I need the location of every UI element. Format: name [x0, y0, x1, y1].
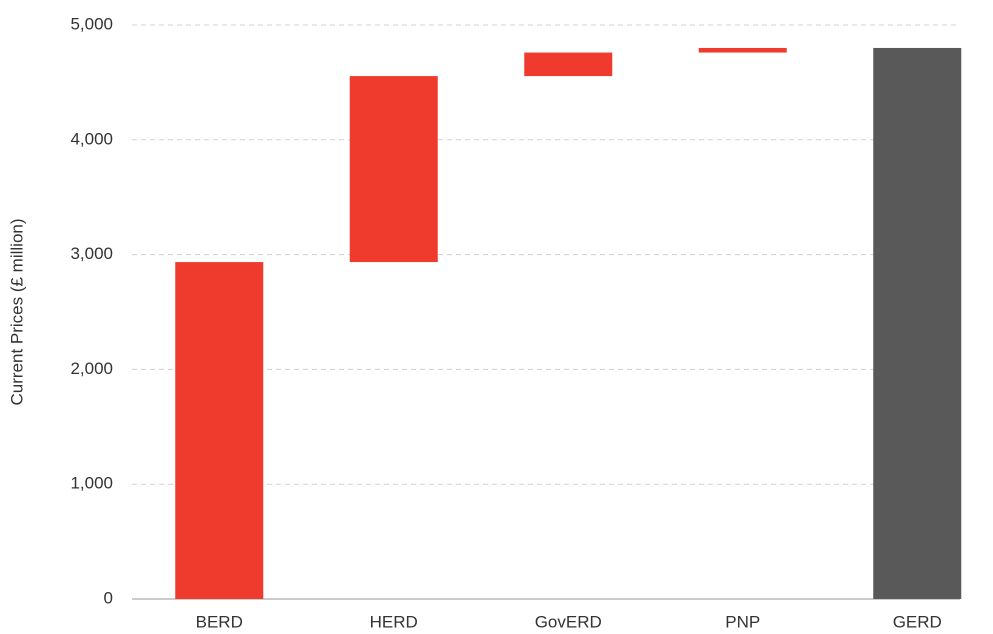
- x-tick-label: PNP: [725, 612, 760, 631]
- y-tick-label: 0: [104, 588, 113, 607]
- y-tick-label: 1,000: [70, 474, 113, 493]
- y-tick-label: 5,000: [70, 14, 113, 33]
- y-axis-label: Current Prices (£ million): [7, 218, 26, 405]
- bar: [524, 52, 613, 77]
- bar: [698, 47, 787, 53]
- x-tick-label: GERD: [893, 612, 942, 631]
- x-tick-label: HERD: [370, 612, 418, 631]
- bar: [349, 76, 438, 263]
- bar: [175, 262, 264, 599]
- y-tick-label: 4,000: [70, 129, 113, 148]
- y-tick-label: 2,000: [70, 359, 113, 378]
- x-tick-label: GovERD: [535, 612, 602, 631]
- y-tick-label: 3,000: [70, 244, 113, 263]
- x-tick-label: BERD: [196, 612, 243, 631]
- bar: [873, 47, 962, 599]
